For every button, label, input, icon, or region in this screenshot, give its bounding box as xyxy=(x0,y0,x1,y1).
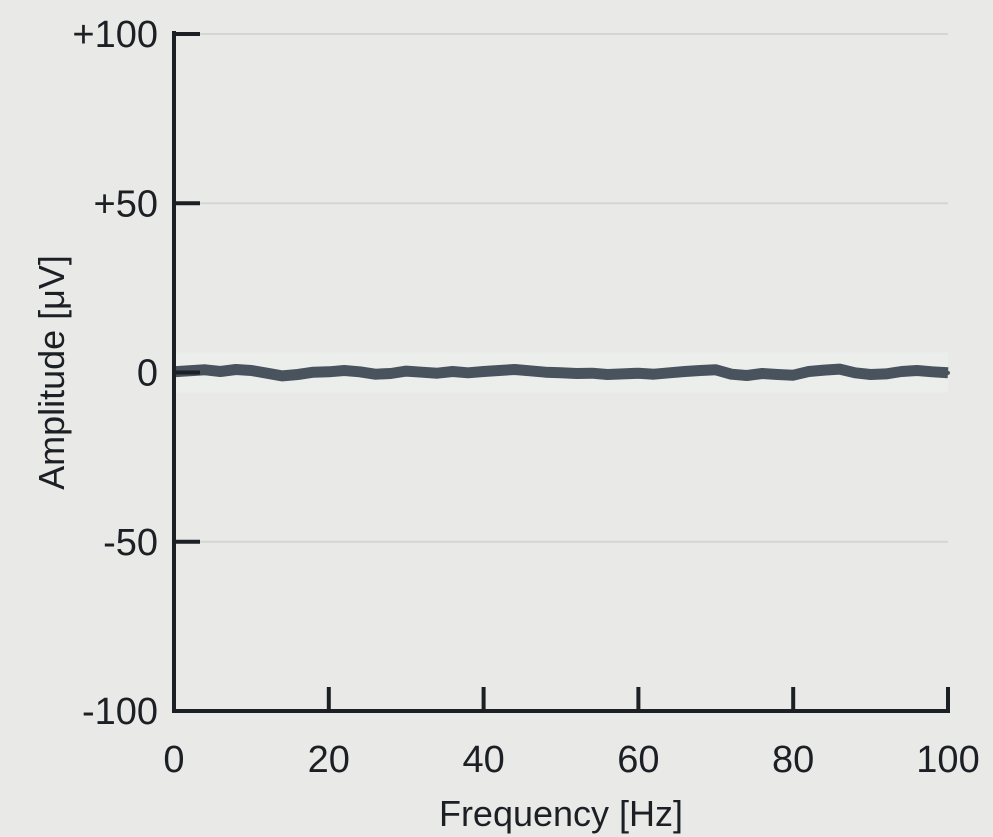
x-tick-label: 0 xyxy=(163,739,184,781)
data-point xyxy=(651,372,656,377)
series xyxy=(172,363,950,382)
data-point xyxy=(450,369,455,374)
data-point xyxy=(868,372,873,377)
data-point xyxy=(264,371,269,376)
data-point xyxy=(667,370,672,375)
data-point xyxy=(466,370,471,375)
data-point xyxy=(435,371,440,376)
data-point xyxy=(729,372,734,377)
data-point xyxy=(775,372,780,377)
data-point xyxy=(342,368,347,373)
data-point xyxy=(388,371,393,376)
data-point xyxy=(481,369,486,374)
data-point xyxy=(620,371,625,376)
data-point xyxy=(605,372,610,377)
x-tick-label: 60 xyxy=(617,739,659,781)
data-point xyxy=(528,368,533,373)
data-point xyxy=(357,369,362,374)
data-point xyxy=(744,373,749,378)
data-point xyxy=(202,367,207,372)
data-point xyxy=(404,369,409,374)
data-point xyxy=(326,369,331,374)
x-axis-label: Frequency [Hz] xyxy=(439,793,683,834)
x-tick-label: 40 xyxy=(462,739,504,781)
data-point xyxy=(760,371,765,376)
data-point xyxy=(589,371,594,376)
y-tick-label: -100 xyxy=(82,691,158,733)
data-point xyxy=(512,367,517,372)
data-point xyxy=(853,370,858,375)
y-tick-label: 0 xyxy=(137,353,158,395)
data-point xyxy=(280,373,285,378)
data-point xyxy=(915,368,920,373)
data-point xyxy=(884,371,889,376)
data-point xyxy=(837,367,842,372)
data-point xyxy=(791,373,796,378)
grid xyxy=(174,33,948,543)
data-point xyxy=(559,370,563,375)
data-point xyxy=(930,369,935,374)
y-tick-label: +50 xyxy=(94,183,158,225)
data-point xyxy=(682,369,687,374)
y-tick-label: +100 xyxy=(72,14,158,56)
data-point xyxy=(295,372,300,377)
x-tick-label: 80 xyxy=(772,739,814,781)
x-tick-label: 100 xyxy=(916,739,979,781)
data-point xyxy=(497,368,502,373)
data-point xyxy=(946,370,950,375)
x-tick-label: 20 xyxy=(308,739,350,781)
data-point xyxy=(713,367,718,372)
y-tick-label: -50 xyxy=(103,522,158,564)
data-point xyxy=(899,369,904,374)
data-point xyxy=(698,368,703,373)
data-point xyxy=(311,370,316,375)
data-point xyxy=(543,370,548,375)
data-point xyxy=(822,368,827,373)
data-point xyxy=(419,370,424,375)
data-point xyxy=(574,371,579,376)
data-point xyxy=(636,371,641,376)
data-point xyxy=(249,368,254,373)
data-point xyxy=(806,369,811,374)
data-point xyxy=(373,372,378,377)
data-point xyxy=(218,369,223,374)
data-point xyxy=(233,367,238,372)
y-axis-label: Amplitude [μV] xyxy=(31,255,72,490)
